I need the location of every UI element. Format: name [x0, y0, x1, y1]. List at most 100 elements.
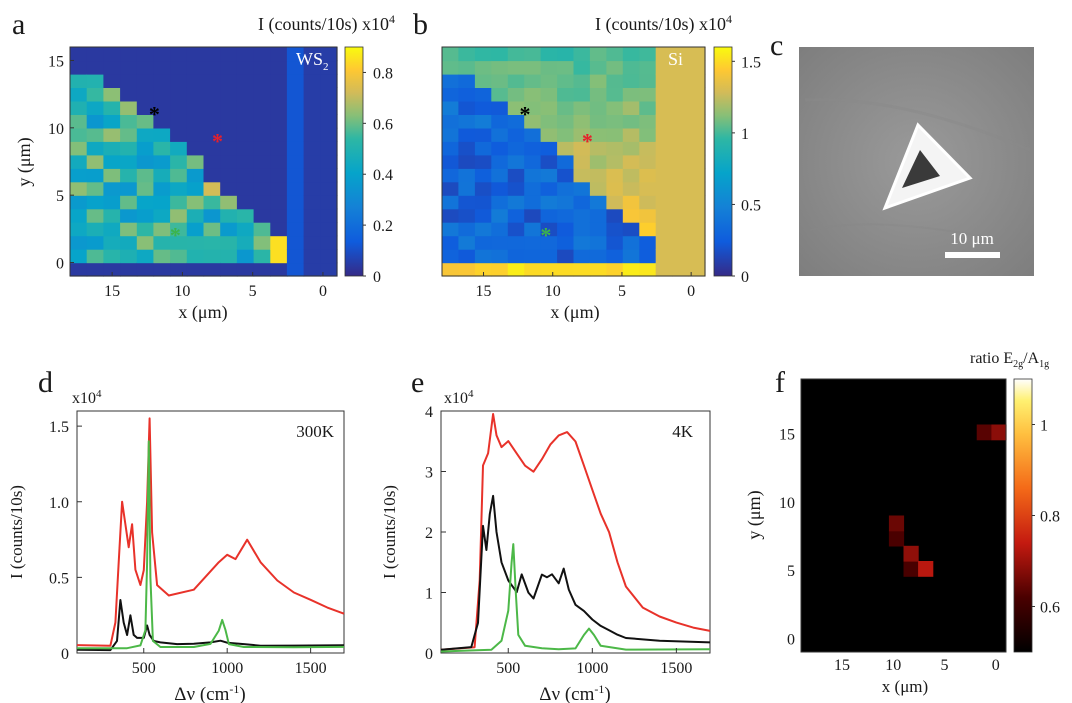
- heatmap-b-cell: [688, 47, 706, 62]
- heatmap-b-cell: [474, 222, 492, 237]
- heatmap-a-cell: [320, 114, 338, 129]
- heatmap-b-cell: [622, 73, 640, 88]
- heatmap-b-cell: [655, 87, 673, 102]
- heatmap-b-cell: [589, 222, 607, 237]
- heatmap-f-cell: [801, 424, 817, 441]
- heatmap-b-cell: [491, 154, 509, 169]
- heatmap-f-cells: [801, 394, 1007, 638]
- heatmap-a-cell: [286, 195, 305, 210]
- heatmap-a-cell: [136, 73, 155, 88]
- heatmap-b-cell: [573, 249, 591, 264]
- heatmap-f-cell: [830, 470, 846, 486]
- heatmap-b-cell: [639, 249, 657, 264]
- heatmap-b-cell: [655, 114, 673, 129]
- heatmap-b-cell: [524, 114, 542, 129]
- heatmap-a-cell: [103, 127, 121, 142]
- heatmap-f-cell: [932, 424, 948, 441]
- heatmap-a-cell: [220, 249, 238, 264]
- heatmap-b-cell: [507, 222, 525, 237]
- heatmap-b-cell: [672, 114, 690, 129]
- heatmap-f-cell: [903, 621, 919, 638]
- heatmap-a-cell: [320, 141, 338, 156]
- heatmap-a-cell: [303, 87, 321, 102]
- heatmap-a-cell: [236, 114, 255, 129]
- heatmap-a-cell: [120, 262, 138, 277]
- heatmap-b-cell: [606, 195, 624, 210]
- heatmap-a-cell: [103, 262, 121, 277]
- heatmap-a-cell: [120, 114, 138, 129]
- heatmap-b-cell: [672, 262, 690, 277]
- heatmap-b-cell: [491, 100, 509, 115]
- xtick-label-b: 15: [476, 283, 492, 300]
- heatmap-a-cell: [286, 141, 305, 156]
- heatmap-a-cell: [236, 249, 255, 264]
- heatmap-a-cell: [286, 73, 305, 88]
- heatmap-f-cell: [903, 424, 919, 441]
- heatmap-a-cell: [153, 235, 171, 250]
- heatmap-b-cell: [606, 249, 624, 264]
- heatmap-b-cell: [540, 195, 558, 210]
- heatmap-b-cell: [524, 222, 542, 237]
- heatmap-a-cell: [70, 141, 88, 156]
- heatmap-a-cell: [270, 87, 288, 102]
- heatmap-b-cell: [688, 114, 706, 129]
- xtick-label-f: 5: [941, 657, 949, 674]
- heatmap-a-cell: [186, 47, 205, 62]
- heatmap-b-cell: [622, 222, 640, 237]
- heatmap-a-cell: [136, 195, 155, 210]
- heatmap-f-cell: [830, 591, 846, 608]
- heatmap-b-cell: [655, 100, 673, 115]
- heatmap-b-frame: [441, 46, 706, 277]
- heatmap-b-cell: [606, 141, 624, 156]
- ytick-label: 3: [425, 465, 433, 482]
- heatmap-b-cell: [589, 235, 607, 250]
- heatmap-a-cell: [153, 154, 171, 169]
- heatmap-f-cell: [888, 545, 905, 562]
- heatmap-a-cell: [86, 168, 104, 183]
- heatmap-f-cell: [801, 485, 817, 501]
- xtick-label: 1500: [660, 660, 692, 677]
- heatmap-a-ticks: 15 10 5 0 15 10 5 0: [48, 53, 327, 300]
- heatmap-a-cell: [286, 47, 305, 62]
- marker-a: *: [170, 223, 181, 248]
- heatmap-a-cell: [170, 114, 188, 129]
- series-line: [77, 440, 345, 650]
- label-ws2: WS2: [296, 49, 329, 73]
- heatmap-a-cell: [303, 127, 321, 142]
- heatmap-b-cell: [672, 141, 690, 156]
- heatmap-b-cell: [688, 127, 706, 142]
- heatmap-b-cell: [491, 181, 509, 196]
- heatmap-b-cell: [606, 168, 624, 183]
- heatmap-b-cell: [589, 87, 607, 102]
- heatmap-b-cell: [474, 262, 492, 277]
- heatmap-a-cell: [203, 168, 221, 183]
- heatmap-b-cell: [606, 154, 624, 169]
- scale-bar: [945, 252, 1000, 258]
- heatmap-a-cell: [86, 87, 104, 102]
- heatmap-a-cell: [270, 141, 288, 156]
- heatmap-a-cell: [270, 168, 288, 183]
- heatmap-a-cell: [170, 73, 188, 88]
- colorbar-b-ticks: 1.5 1 0.5 0: [732, 54, 761, 286]
- heatmap-a-cell: [303, 73, 321, 88]
- micrograph-scratch-2: [809, 223, 1001, 241]
- heatmap-a-cell: [170, 262, 188, 277]
- annotation-e: 4K: [672, 422, 694, 441]
- panel-c: c 10 μm: [770, 29, 1034, 276]
- heatmap-a-cell: [86, 73, 104, 88]
- series-line: [440, 494, 711, 651]
- heatmap-b-cell: [507, 47, 525, 62]
- ytick-label: 1: [425, 586, 433, 603]
- heatmap-a-cell: [303, 222, 321, 237]
- heatmap-b-cell: [573, 195, 591, 210]
- heatmap-b-cell: [589, 168, 607, 183]
- heatmap-a-cell: [136, 154, 155, 169]
- heatmap-b-cell: [507, 114, 525, 129]
- xlabel-b: x (μm): [550, 302, 599, 323]
- heatmap-b-cell: [507, 181, 525, 196]
- heatmap-b-cell: [474, 73, 492, 88]
- heatmap-b-cell: [442, 73, 459, 88]
- heatmap-a-cell: [70, 249, 88, 264]
- heatmap-f-cell: [844, 591, 861, 608]
- heatmap-b-cell: [606, 47, 624, 62]
